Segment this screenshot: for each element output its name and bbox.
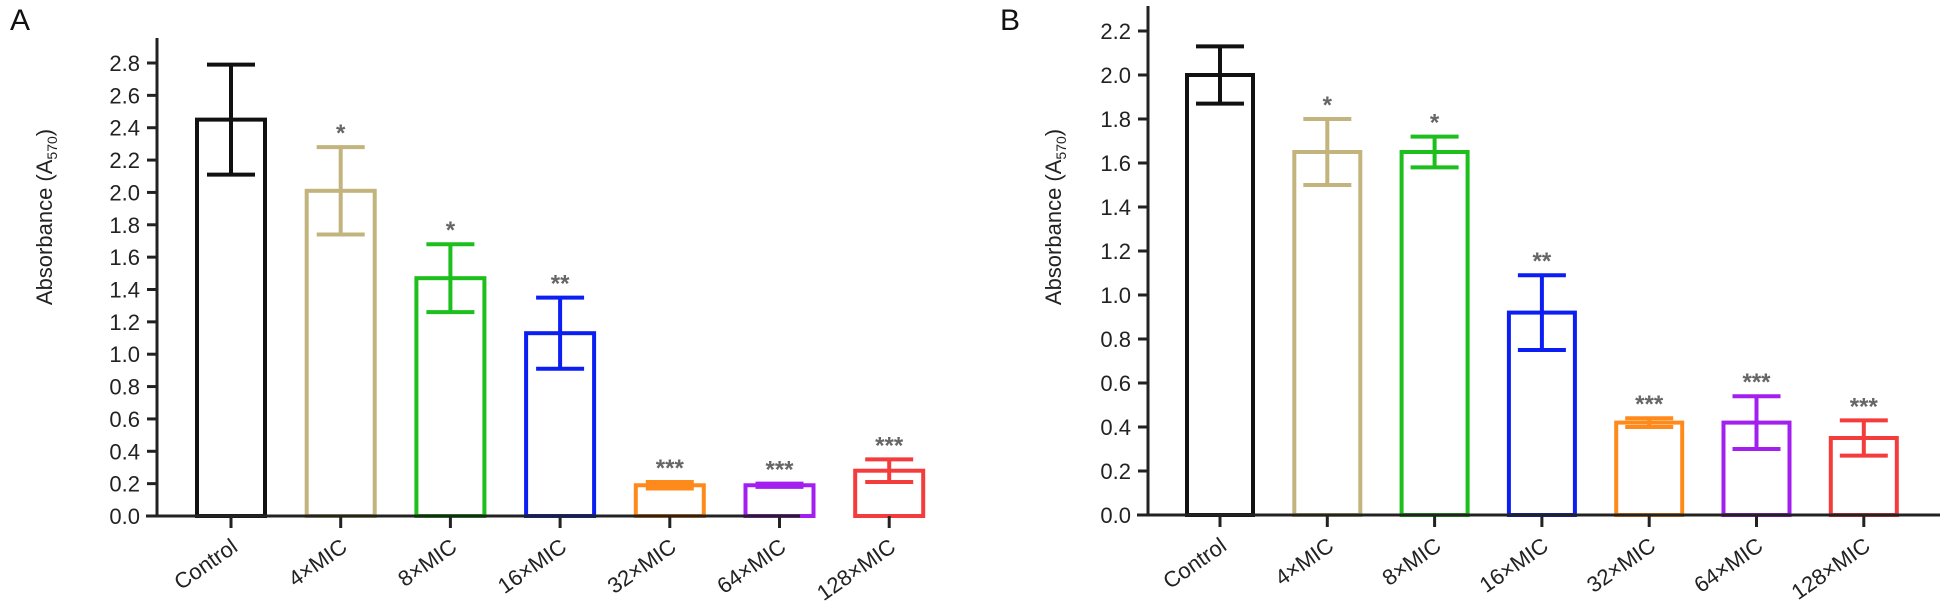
y-axis-title-main: Absorbance (A xyxy=(1041,159,1066,305)
y-tick-label: 2.0 xyxy=(1100,63,1131,88)
y-axis-title-sub: 570 xyxy=(44,136,60,160)
panel-letter-b: B xyxy=(1000,4,1020,37)
bar-4 xyxy=(1614,420,1685,518)
y-tick-label: 1.6 xyxy=(1100,151,1131,176)
error-bar xyxy=(1517,273,1566,352)
x-tick-label: 128×MIC xyxy=(812,534,900,606)
significance-label: *** xyxy=(875,432,904,459)
x-tick-label: 8×MIC xyxy=(393,534,461,592)
error-bar xyxy=(865,457,914,485)
bar-5 xyxy=(743,483,816,518)
y-tick-label: 2.8 xyxy=(109,51,140,76)
error-bar xyxy=(1625,416,1674,429)
bar-0 xyxy=(1185,73,1255,517)
error-bar xyxy=(1303,117,1352,187)
y-tick-label: 0.2 xyxy=(109,472,140,497)
error-bar xyxy=(316,145,365,237)
significance-label: *** xyxy=(656,455,685,482)
significance-label: * xyxy=(336,120,346,147)
y-tick-label: 0.4 xyxy=(1100,415,1131,440)
x-tick-label: 4×MIC xyxy=(284,534,352,592)
y-tick-label: 2.4 xyxy=(109,116,140,141)
y-axis-title-a: Absorbance (A570) xyxy=(32,129,60,305)
significance-label: * xyxy=(1430,110,1440,137)
error-bar xyxy=(1196,44,1244,106)
bars-a: ******* ****** xyxy=(195,62,926,519)
bar-0 xyxy=(195,117,267,518)
error-bar xyxy=(1839,418,1888,458)
significance-label: *** xyxy=(765,457,794,484)
y-tick-label: 1.4 xyxy=(109,278,140,303)
y-tick-label: 0.8 xyxy=(109,375,140,400)
y-tick-label: 1.8 xyxy=(1100,107,1131,132)
y-tick-label: 1.2 xyxy=(109,310,140,335)
error-bar xyxy=(1410,134,1459,170)
y-tick-label: 2.6 xyxy=(109,83,140,108)
x-ticks-b: Control 4×MIC 8×MIC 16×MIC 32×MIC 64×MIC 128×M… xyxy=(1158,515,1875,605)
y-axis-title-main: Absorbance (A xyxy=(32,159,57,305)
y-tick-label: 1.4 xyxy=(1100,195,1131,220)
error-bar xyxy=(207,62,255,177)
x-tick-label: 64×MIC xyxy=(1689,533,1767,598)
bar-1 xyxy=(304,188,377,519)
panel-a: A Absorbance (A570) 0.0 0.2 0.4 0.6 0.8 1.0 1.… xyxy=(10,4,926,606)
significance-label: *** xyxy=(1850,393,1879,420)
x-tick-label: 128×MIC xyxy=(1787,533,1875,605)
y-tick-label: 2.0 xyxy=(109,180,140,205)
x-tick-label: 16×MIC xyxy=(493,534,571,599)
bar-2 xyxy=(1399,150,1470,517)
x-ticks-a: Control 4×MIC 8×MIC 16×MIC 32×MIC 64×MIC 128×M… xyxy=(169,516,900,606)
bar-1 xyxy=(1292,150,1363,517)
y-ticks-a: 0.0 0.2 0.4 0.6 0.8 1.0 1.2 1.4 1.6 1.8 2.0 2.2 2.4 2… xyxy=(109,51,157,529)
x-tick-label: 8×MIC xyxy=(1378,533,1446,591)
y-axis-title-sub: 570 xyxy=(1053,136,1069,160)
error-bar xyxy=(426,242,475,315)
y-axis-title-b: Absorbance (A570) xyxy=(1041,129,1069,305)
y-tick-label: 0.0 xyxy=(109,504,140,529)
y-tick-label: 2.2 xyxy=(1100,19,1131,44)
y-tick-label: 0.8 xyxy=(1100,327,1131,352)
x-tick-label: 32×MIC xyxy=(1582,533,1660,598)
y-tick-label: 1.0 xyxy=(109,342,140,367)
x-tick-label: 4×MIC xyxy=(1270,533,1338,591)
significance-label: * xyxy=(1323,92,1333,119)
x-tick-label: 32×MIC xyxy=(603,534,681,599)
y-tick-label: 1.6 xyxy=(109,245,140,270)
y-tick-label: 0.2 xyxy=(1100,459,1131,484)
error-bar xyxy=(645,480,694,491)
y-tick-label: 0.0 xyxy=(1100,503,1131,528)
x-tick-label: Control xyxy=(1158,533,1230,594)
y-axis-title-close: ) xyxy=(32,129,57,136)
error-bar xyxy=(755,481,804,489)
y-tick-label: 0.6 xyxy=(109,407,140,432)
panel-b: B Absorbance (A570) 0.0 0.2 0.4 0.6 0.8 1.0 1.… xyxy=(1000,4,1940,605)
y-tick-label: 2.2 xyxy=(109,148,140,173)
error-bar xyxy=(536,295,585,371)
panel-letter-a: A xyxy=(10,4,30,37)
y-tick-label: 0.4 xyxy=(109,439,140,464)
y-tick-label: 1.0 xyxy=(1100,283,1131,308)
significance-label: *** xyxy=(1742,369,1771,396)
y-tick-label: 1.8 xyxy=(109,213,140,238)
significance-label: ** xyxy=(551,271,570,298)
y-tick-label: 0.6 xyxy=(1100,371,1131,396)
significance-label: ** xyxy=(1533,248,1552,275)
bars-b: ************* xyxy=(1185,44,1899,518)
x-tick-label: 64×MIC xyxy=(712,534,790,599)
error-bar xyxy=(1732,394,1781,451)
y-tick-label: 1.2 xyxy=(1100,239,1131,264)
y-axis-title-close: ) xyxy=(1041,129,1066,136)
significance-label: *** xyxy=(1635,391,1664,418)
significance-label: * xyxy=(446,217,456,244)
y-ticks-b: 0.0 0.2 0.4 0.6 0.8 1.0 1.2 1.4 1.6 1.8 2.0 2.2 xyxy=(1100,19,1148,528)
x-tick-label: 16×MIC xyxy=(1475,533,1553,598)
x-tick-label: Control xyxy=(169,534,241,595)
